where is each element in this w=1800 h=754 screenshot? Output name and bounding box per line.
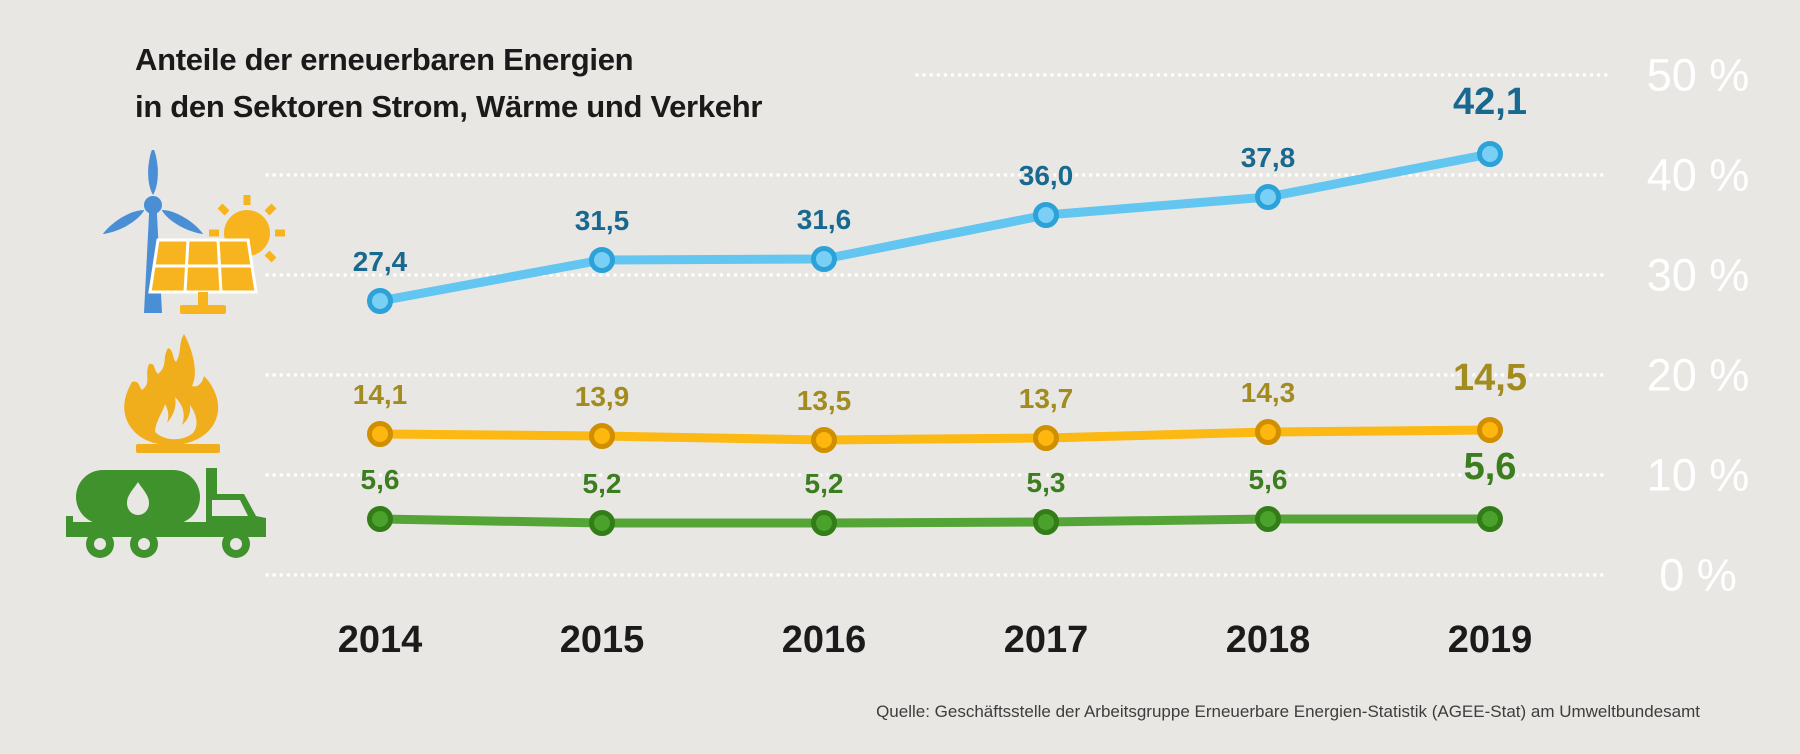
data-point-strom-2014	[367, 288, 393, 314]
series-line-verkehr	[375, 514, 1495, 528]
ytick-label-30: 30 %	[1647, 250, 1750, 301]
value-label-waerme-2016: 13,5	[797, 385, 852, 416]
value-label-strom-2015: 31,5	[575, 205, 630, 236]
value-label-verkehr-2018: 5,6	[1249, 464, 1288, 495]
series-line-waerme	[375, 425, 1495, 445]
value-label-waerme-2014: 14,1	[353, 379, 408, 410]
data-point-verkehr-2017	[1033, 509, 1059, 535]
data-point-strom-2018	[1255, 184, 1281, 210]
year-label-2017: 2017	[1004, 619, 1089, 661]
value-label-verkehr-2016: 5,2	[805, 468, 844, 499]
data-point-waerme-2018	[1255, 419, 1281, 445]
chart-title-line2: in den Sektoren Strom, Wärme und Verkehr	[135, 89, 763, 124]
chart-title: Anteile der erneuerbaren Energien in den…	[135, 36, 762, 130]
year-label-2018: 2018	[1226, 619, 1311, 661]
ytick-label-0: 0 %	[1659, 550, 1737, 601]
data-point-verkehr-2014	[367, 506, 393, 532]
data-point-verkehr-2019	[1477, 506, 1503, 532]
value-label-strom-2019: 42,1	[1453, 81, 1527, 123]
wind-turbine-solar-panel-icon	[102, 150, 285, 314]
value-label-verkehr-2019: 5,6	[1464, 446, 1517, 488]
data-point-waerme-2014	[367, 421, 393, 447]
data-point-verkehr-2015	[589, 510, 615, 536]
source-note: Quelle: Geschäftsstelle der Arbeitsgrupp…	[876, 702, 1700, 721]
value-label-verkehr-2014: 5,6	[361, 464, 400, 495]
tanker-truck-icon	[66, 468, 266, 558]
ytick-label-40: 40 %	[1647, 150, 1750, 201]
flame-icon	[124, 334, 220, 453]
data-point-waerme-2016	[811, 427, 837, 453]
year-label-2019: 2019	[1448, 619, 1533, 661]
ytick-label-10: 10 %	[1647, 450, 1750, 501]
series-line-strom	[375, 149, 1495, 306]
data-point-verkehr-2016	[811, 510, 837, 536]
value-label-strom-2014: 27,4	[353, 246, 408, 277]
solar-panel	[148, 238, 258, 314]
data-point-strom-2016	[811, 246, 837, 272]
value-label-strom-2016: 31,6	[797, 204, 852, 235]
data-point-waerme-2017	[1033, 425, 1059, 451]
water-drop-cutout	[127, 482, 149, 515]
data-point-verkehr-2018	[1255, 506, 1281, 532]
value-label-verkehr-2017: 5,3	[1027, 467, 1066, 498]
value-label-strom-2018: 37,8	[1241, 142, 1296, 173]
ytick-label-20: 20 %	[1647, 350, 1750, 401]
value-label-waerme-2019: 14,5	[1453, 357, 1527, 399]
value-label-waerme-2017: 13,7	[1019, 383, 1074, 414]
data-point-strom-2015	[589, 247, 615, 273]
data-point-waerme-2019	[1477, 417, 1503, 443]
value-label-strom-2017: 36,0	[1019, 160, 1074, 191]
value-label-waerme-2018: 14,3	[1241, 377, 1296, 408]
data-point-strom-2017	[1033, 202, 1059, 228]
value-label-waerme-2015: 13,9	[575, 381, 630, 412]
value-label-verkehr-2015: 5,2	[583, 468, 622, 499]
data-point-waerme-2015	[589, 423, 615, 449]
year-label-2015: 2015	[560, 619, 645, 661]
year-label-2016: 2016	[782, 619, 867, 661]
year-label-2014: 2014	[338, 619, 423, 661]
chart-title-line1: Anteile der erneuerbaren Energien	[135, 42, 634, 77]
data-point-strom-2019	[1477, 141, 1503, 167]
ytick-label-50: 50 %	[1647, 50, 1750, 101]
